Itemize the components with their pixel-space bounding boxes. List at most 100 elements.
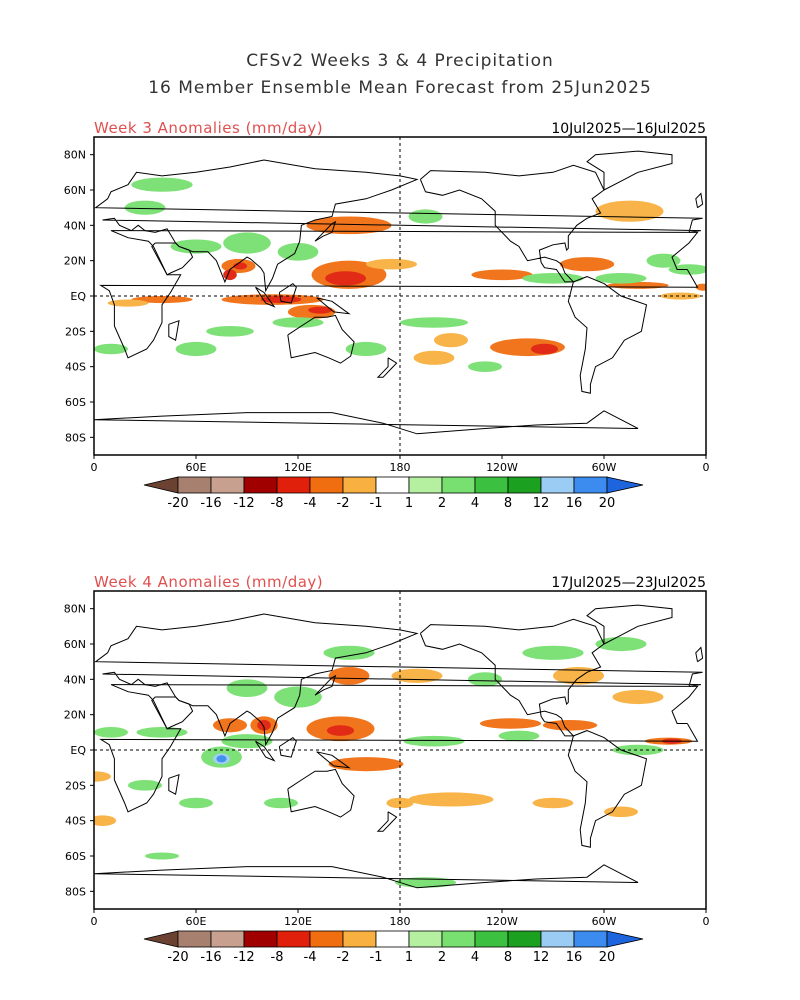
x-tick-label: 180 [390, 461, 411, 474]
colorbar-label: 20 [599, 496, 616, 511]
y-tick-label: 80S [65, 431, 86, 444]
coastline [287, 768, 355, 818]
colorbar-label: 2 [438, 496, 446, 511]
anomaly-region [223, 269, 237, 281]
anomaly-region [612, 744, 664, 756]
panel-week4: Week 4 Anomalies (mm/day) 17Jul2025—23Jul… [64, 573, 710, 965]
anomaly-region [308, 306, 332, 314]
coastline [151, 696, 194, 730]
anomaly-region [522, 273, 584, 284]
anomaly-region [345, 341, 387, 357]
anomaly-region [131, 296, 193, 304]
colorbar-swatch [342, 476, 377, 494]
anomaly-region [136, 727, 188, 738]
y-tick-label: 40N [64, 219, 86, 232]
coastline [255, 740, 276, 762]
figure-title-line2: 16 Member Ensemble Mean Forecast from 25… [148, 78, 652, 98]
colorbar-label: -4 [304, 950, 317, 965]
colorbar-label: 4 [471, 950, 479, 965]
colorbar-swatch [375, 476, 410, 494]
coastline [586, 604, 673, 645]
y-tick-label: 60N [64, 638, 86, 651]
y-tick-label: 80N [64, 603, 86, 616]
anomaly-region [559, 257, 615, 272]
anomaly-region [128, 780, 162, 791]
coastline [567, 730, 648, 848]
x-tick-label: 120E [284, 461, 312, 474]
y-tick-label: 40S [65, 815, 86, 828]
colorbar-swatch [507, 476, 542, 494]
coastline [99, 230, 699, 359]
colorbar-swatch [573, 476, 608, 494]
coastline [316, 751, 351, 769]
coastline [94, 613, 703, 747]
anomaly-region [223, 232, 271, 254]
anomaly-region [226, 679, 268, 698]
coastline [419, 164, 605, 283]
anomaly-region [145, 852, 179, 860]
colorbar-label: -20 [167, 950, 188, 965]
anomaly-region [408, 792, 494, 807]
colorbar-label: 20 [599, 950, 616, 965]
panel-title: Week 4 Anomalies (mm/day) [94, 573, 323, 591]
colorbar-swatch [243, 476, 278, 494]
colorbar-swatch [408, 930, 443, 948]
anomaly-region [660, 292, 701, 300]
anomaly-region [434, 333, 468, 348]
y-tick-label: EQ [70, 290, 86, 303]
colorbar: -20 -16 -12 -8 -4 -2 -1 1 2 4 8 12 16 20 [143, 476, 644, 511]
colorbar-swatch [441, 476, 476, 494]
colorbar-label: 4 [471, 496, 479, 511]
anomaly-region [325, 271, 366, 286]
colorbar-label: 2 [438, 950, 446, 965]
colorbar-label: 1 [405, 496, 413, 511]
y-tick-label: 20N [64, 709, 86, 722]
x-tick-label: 0 [703, 461, 710, 474]
colorbar-label: -20 [167, 496, 188, 511]
coastline [278, 282, 297, 304]
anomaly-region [94, 343, 128, 355]
coastline [99, 684, 699, 813]
colorbar-label: 12 [533, 496, 550, 511]
anomaly-region [326, 725, 355, 736]
colorbar-label: -16 [200, 496, 221, 511]
coastline [586, 150, 673, 191]
colorbar-swatch [540, 476, 575, 494]
anomaly-region [522, 645, 584, 660]
colorbar-label: 1 [405, 950, 413, 965]
coastline [287, 314, 355, 364]
x-tick-label: 0 [91, 915, 98, 928]
coastline [314, 220, 337, 242]
colorbar-label: -16 [200, 950, 221, 965]
colorbar-swatch [243, 930, 278, 948]
panel-title: Week 3 Anomalies (mm/day) [94, 119, 323, 137]
panel-date-range: 17Jul2025—23Jul2025 [551, 575, 706, 591]
anomaly-region [94, 771, 111, 782]
anomaly-region [479, 718, 542, 729]
y-tick-label: 40S [65, 361, 86, 374]
colorbar-label: 8 [504, 496, 512, 511]
colorbar-label: 12 [533, 950, 550, 965]
x-tick-label: 120W [486, 461, 518, 474]
anomaly-region [175, 341, 217, 357]
anomaly-region [595, 636, 647, 652]
anomaly-region [695, 283, 706, 291]
coastlines [94, 604, 704, 889]
coastline [278, 736, 297, 758]
colorbar-label: -1 [370, 950, 383, 965]
anomaly-region [107, 299, 149, 307]
anomaly-region [277, 243, 319, 261]
coastline [94, 410, 639, 435]
coastline [168, 773, 180, 795]
anomaly-region [468, 361, 502, 372]
anomaly-region [206, 326, 254, 337]
anomaly-region [179, 797, 213, 809]
colorbar-swatch [276, 930, 311, 948]
colorbar-swatch [441, 930, 476, 948]
coastline [94, 864, 639, 889]
coastline [94, 159, 703, 293]
colorbar-arrow-right [606, 476, 644, 494]
anomaly-region [170, 239, 222, 254]
x-tick-label: 180 [390, 915, 411, 928]
anomaly-region [94, 727, 128, 738]
